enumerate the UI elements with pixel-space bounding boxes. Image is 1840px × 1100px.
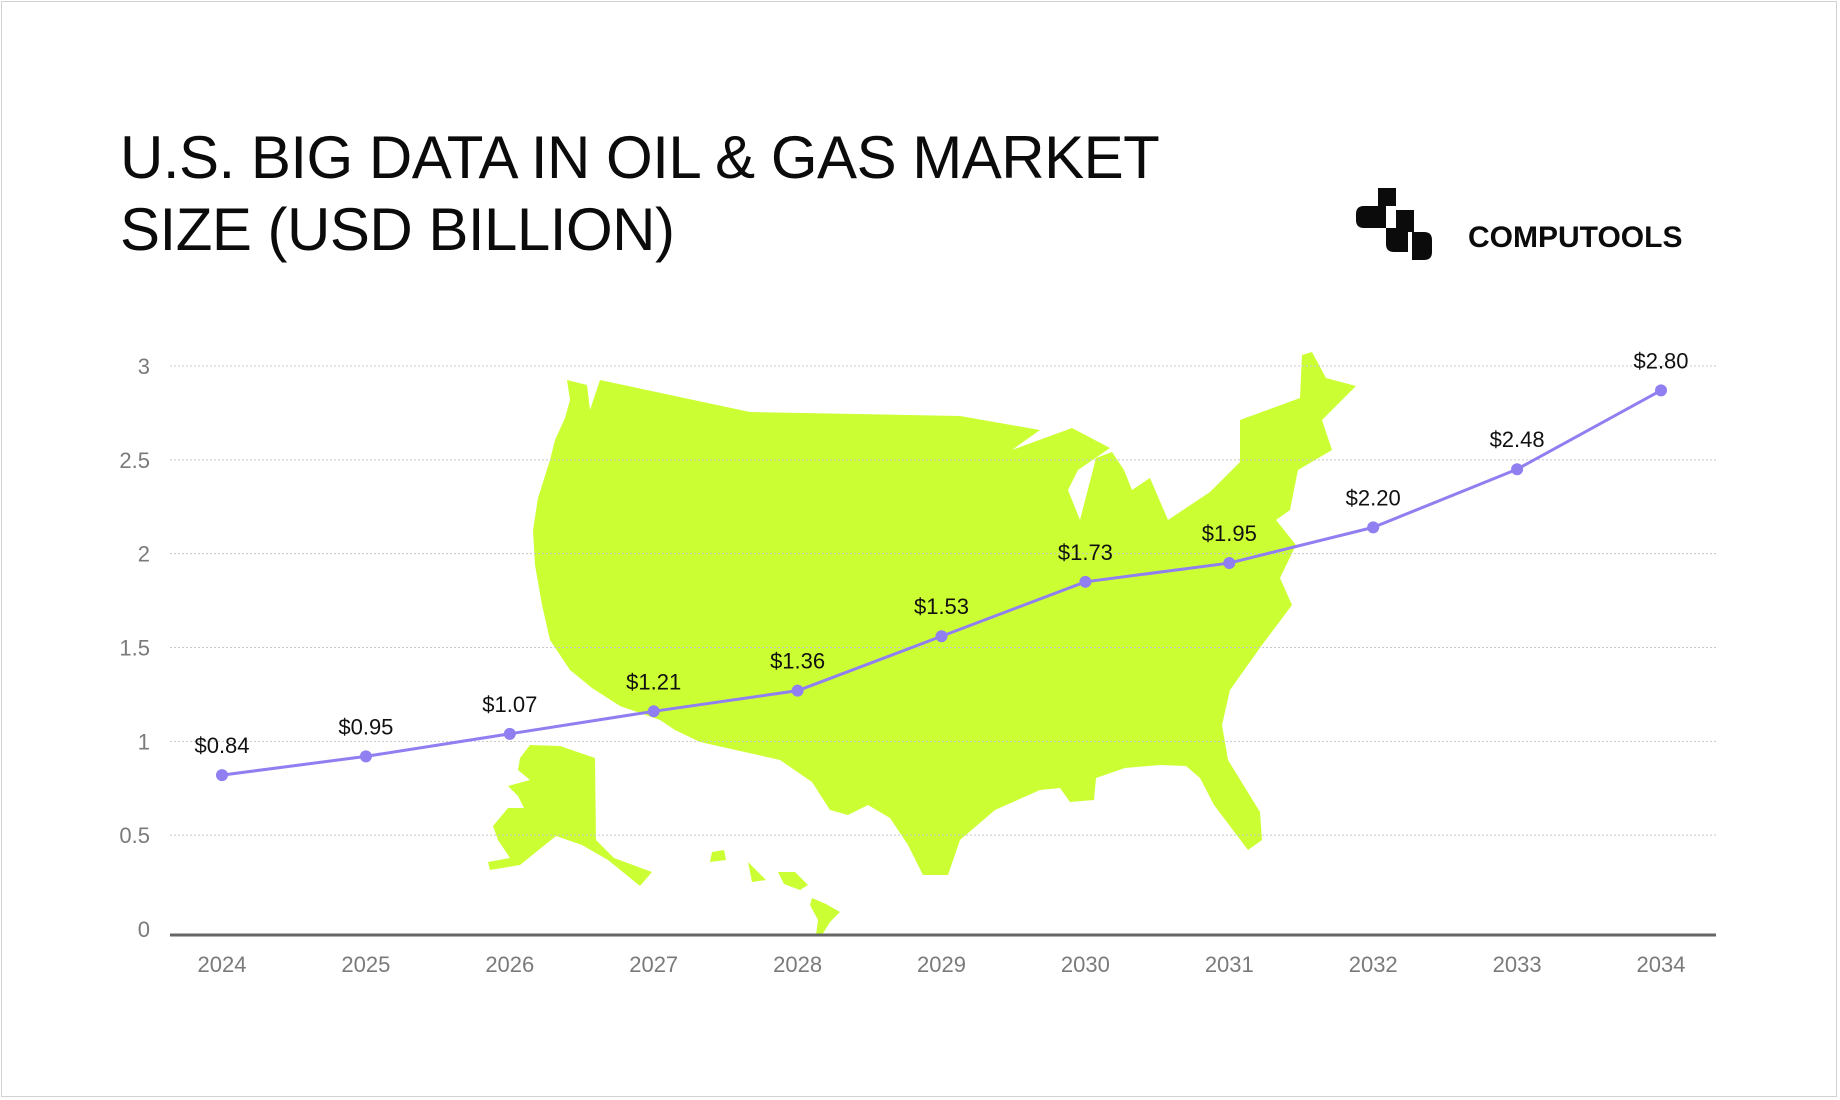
data-label: $1.21 [626,669,681,694]
hawaii-island-4 [810,898,840,935]
x-tick-label: 2026 [485,952,534,977]
data-point [1079,575,1092,588]
data-label: $1.73 [1058,540,1113,565]
data-label: $1.07 [482,692,537,717]
computools-logo-icon [1356,188,1432,260]
y-tick-label: 0 [138,917,150,942]
data-label: $0.84 [194,733,249,758]
y-tick-label: 2.5 [119,448,150,473]
data-point [359,750,372,763]
data-point [1511,463,1524,476]
y-axis: 0 0.5 1 1.5 2 2.5 3 [119,354,150,942]
x-tick-label: 2031 [1205,952,1254,977]
x-tick-label: 2028 [773,952,822,977]
x-tick-label: 2030 [1061,952,1110,977]
gridlines [170,365,1716,836]
x-tick-label: 2034 [1637,952,1686,977]
data-label: $1.95 [1202,521,1257,546]
hawaii-island-3 [778,872,808,890]
data-label: $2.80 [1633,348,1688,373]
y-tick-label: 1.5 [119,636,150,661]
chart-title: U.S. BIG DATA IN OIL & GAS MARKET SIZE (… [120,124,1159,263]
data-point [791,684,804,697]
brand-name: COMPUTOOLS [1468,221,1683,254]
alaska-shape [488,745,652,886]
data-point [503,727,516,740]
x-tick-label: 2029 [917,952,966,977]
series-line-group [216,384,1667,782]
hawaii-island-1 [710,850,726,862]
data-point [935,630,948,643]
brand-logo: COMPUTOOLS [1356,188,1682,260]
data-point [1367,521,1380,534]
data-point [1655,384,1667,397]
us-map-background [488,352,1356,935]
x-tick-label: 2025 [341,952,390,977]
x-tick-label: 2027 [629,952,678,977]
data-label: $0.95 [338,714,393,739]
y-tick-label: 3 [138,354,150,379]
y-tick-label: 1 [138,729,150,754]
data-label: $1.36 [770,649,825,674]
y-tick-label: 2 [138,542,150,567]
data-label: $1.53 [914,594,969,619]
data-point [1223,557,1236,570]
data-point [647,705,660,718]
contiguous-us-shape [533,352,1356,875]
x-tick-label: 2033 [1493,952,1542,977]
x-axis: 2024 2025 2026 2027 2028 2029 2030 2031 2032 2033… [170,933,1716,977]
hawaii-island-2 [748,862,766,882]
data-point [216,769,228,782]
data-label: $2.48 [1490,427,1545,452]
x-tick-label: 2032 [1349,952,1398,977]
x-tick-label: 2024 [198,952,247,977]
data-labels: $0.84 $0.95 $1.07 $1.21 $1.36 $1.53 $1.73 $1.95… [194,348,1688,758]
data-label: $2.20 [1346,485,1401,510]
y-tick-label: 0.5 [119,823,150,848]
